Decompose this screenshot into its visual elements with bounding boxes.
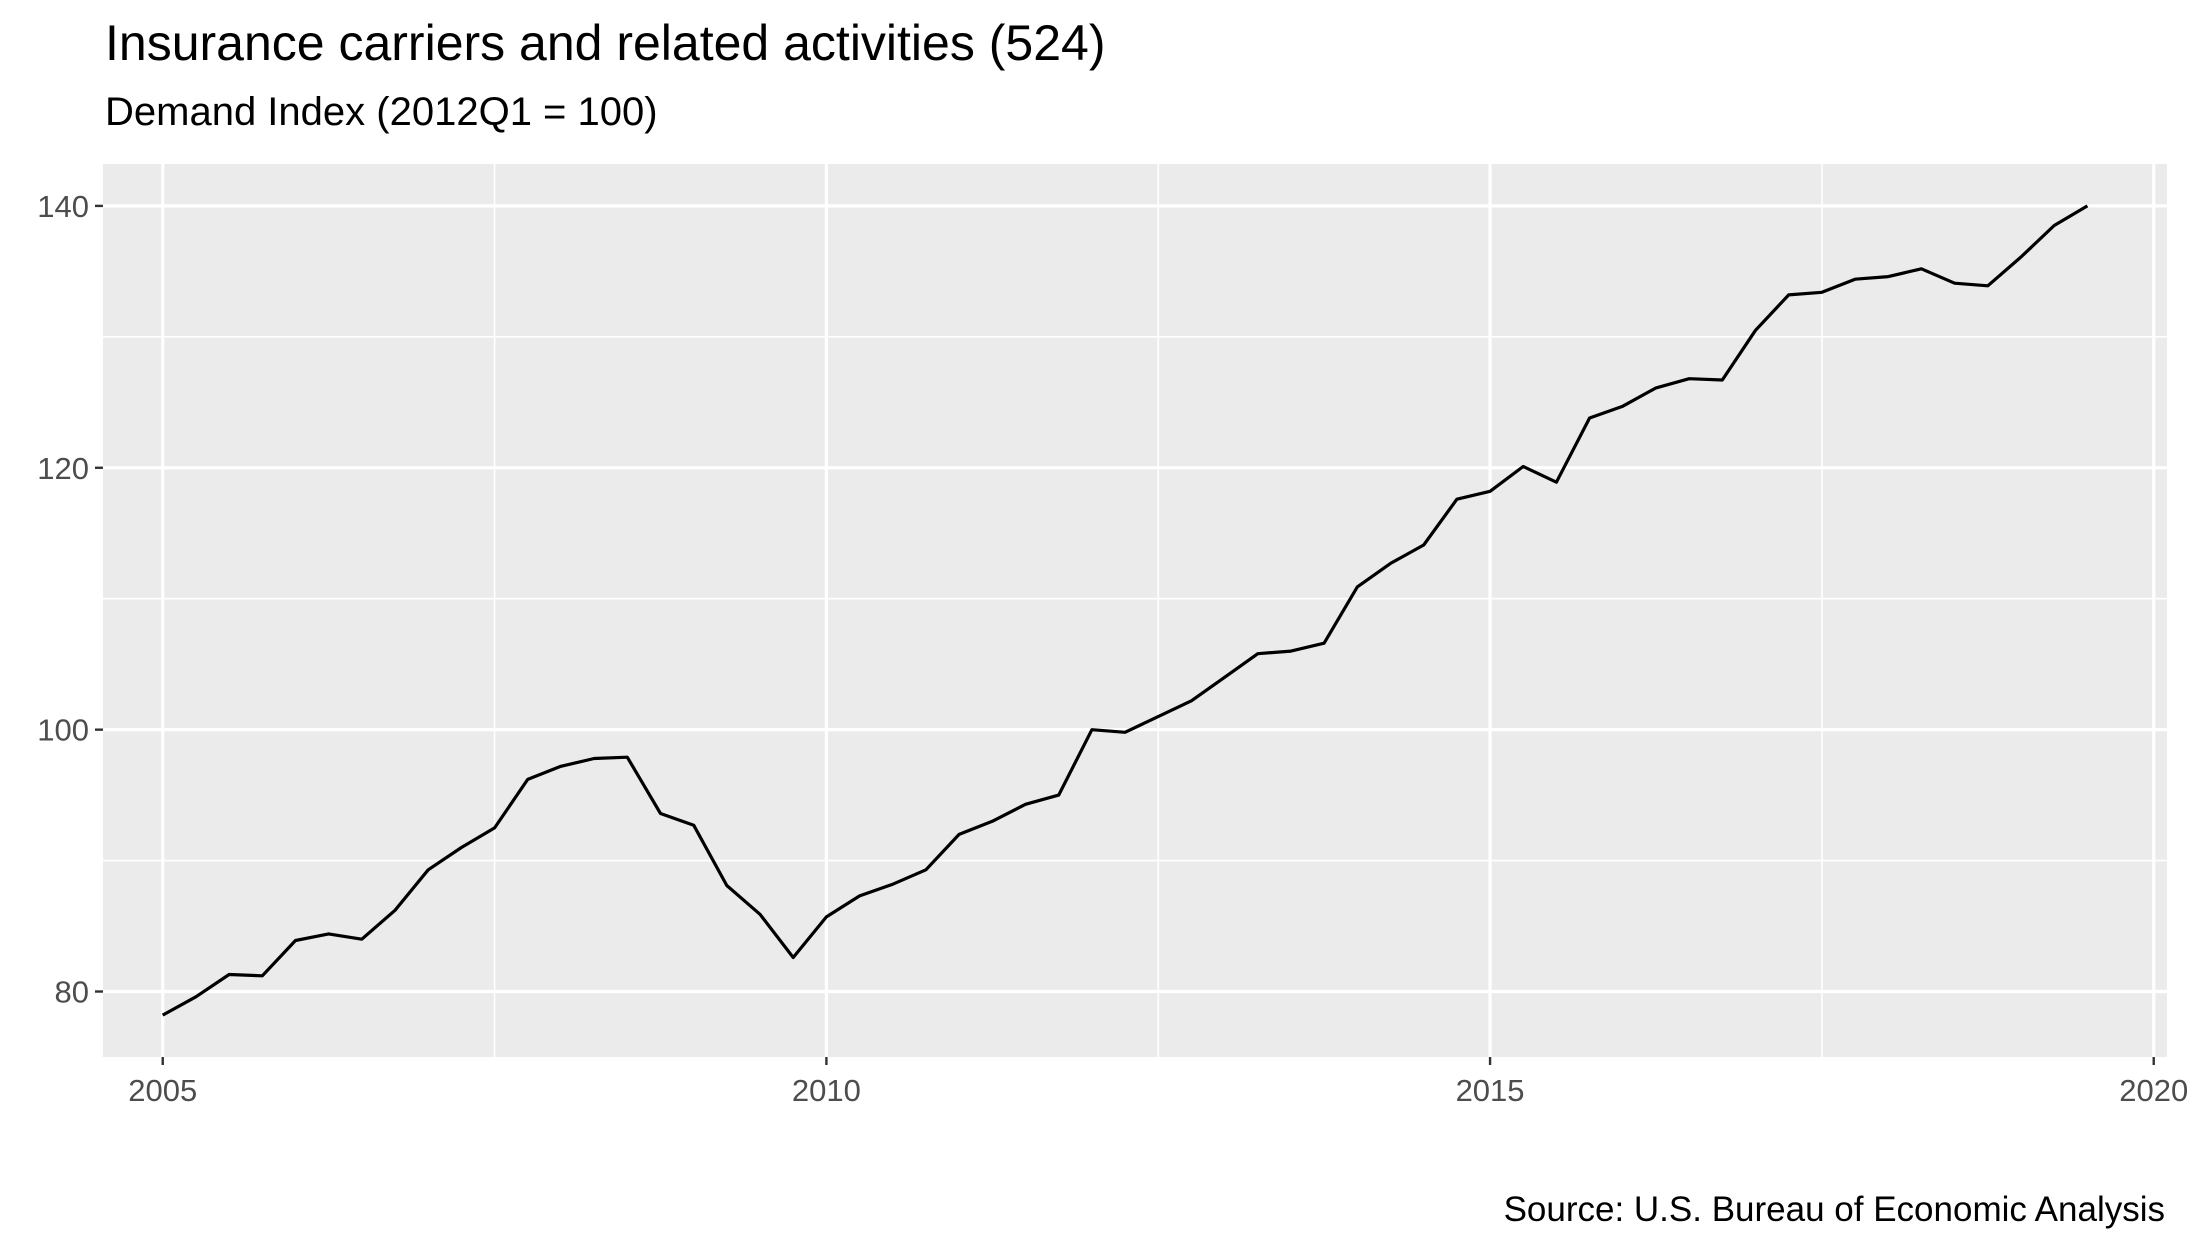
x-tick-label: 2005 — [128, 1073, 197, 1108]
x-tick-label: 2020 — [2119, 1073, 2187, 1108]
x-tick-label: 2015 — [1456, 1073, 1525, 1108]
y-tick-label: 140 — [37, 189, 89, 224]
y-tick-label: 80 — [55, 975, 89, 1010]
chart-subtitle: Demand Index (2012Q1 = 100) — [105, 90, 658, 134]
plot-panel — [103, 164, 2167, 1057]
y-tick-label: 100 — [37, 713, 89, 748]
chart-caption: Source: U.S. Bureau of Economic Analysis — [1503, 1190, 2165, 1229]
y-tick-label: 120 — [37, 451, 89, 486]
series-line — [161, 204, 2089, 1017]
grid-lines — [103, 164, 2167, 1057]
chart-title: Insurance carriers and related activitie… — [105, 15, 1106, 71]
series-line-path — [161, 204, 2089, 1017]
axes: 80 100 120 140 2005 2010 2015 2020 — [37, 189, 2187, 1108]
x-tick-label: 2010 — [792, 1073, 861, 1108]
